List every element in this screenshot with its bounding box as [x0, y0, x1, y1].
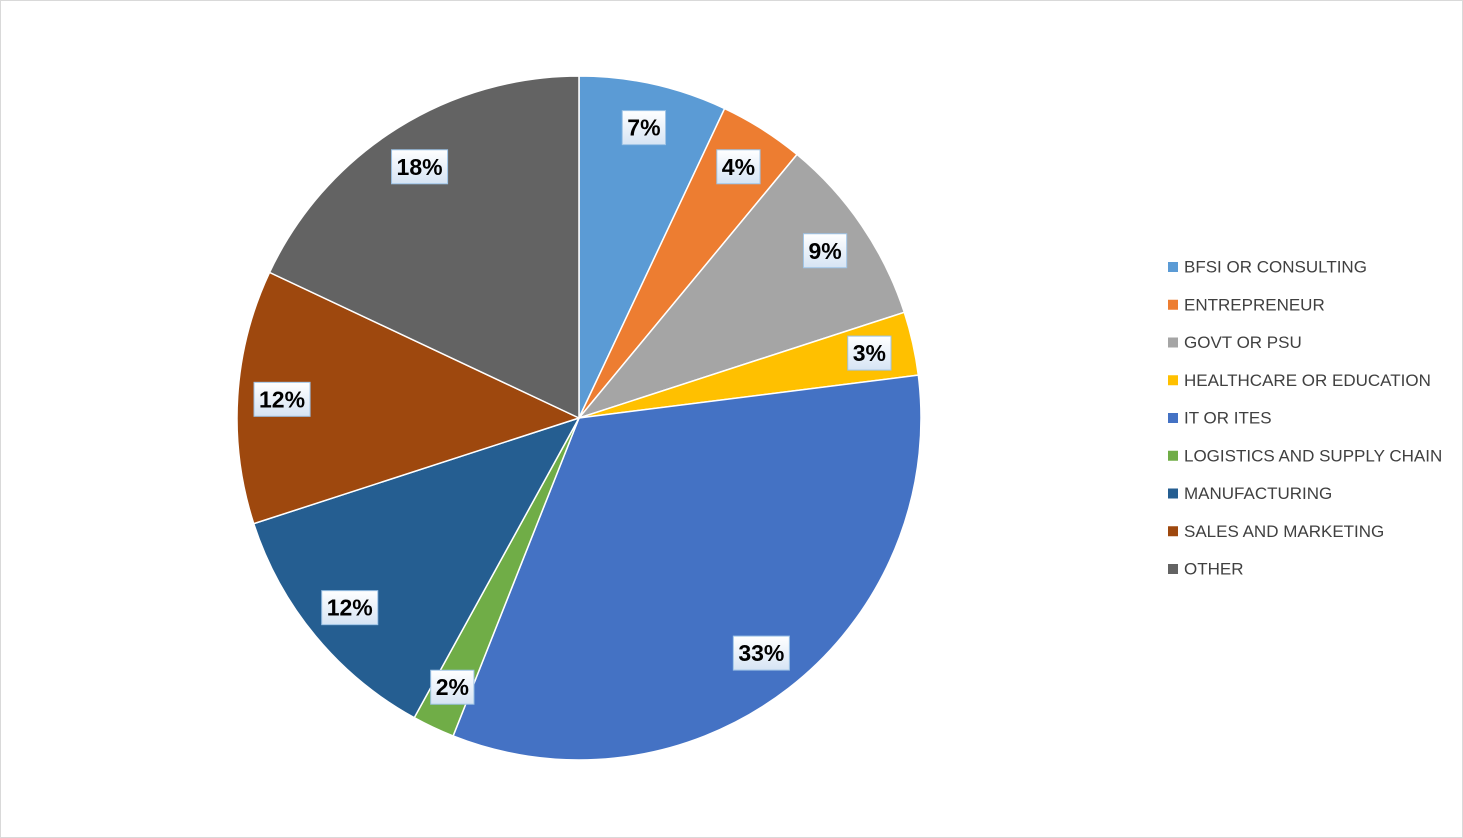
- data-label-box: [802, 233, 848, 269]
- legend-label: IT OR ITES: [1184, 409, 1272, 428]
- pie-slice: [252, 416, 581, 719]
- legend-swatch: [1168, 299, 1178, 310]
- data-label-box: [621, 110, 667, 146]
- legend-label: LOGISTICS AND SUPPLY CHAIN: [1184, 446, 1442, 465]
- data-label: 33%: [732, 635, 790, 671]
- data-label-text: 9%: [808, 238, 841, 264]
- data-label-text: 2%: [436, 674, 469, 700]
- legend-label: BFSI OR CONSULTING: [1184, 258, 1367, 277]
- legend-label: HEALTHCARE OR EDUCATION: [1184, 371, 1431, 390]
- data-label-box: [430, 669, 475, 705]
- data-label: 12%: [321, 590, 379, 626]
- legend-label: ENTREPRENEUR: [1184, 295, 1325, 314]
- legend-swatch: [1168, 564, 1178, 574]
- data-label-text: 4%: [722, 154, 755, 180]
- pie-slice: [576, 153, 906, 420]
- pie-slice: [452, 374, 922, 761]
- legend-swatch: [1168, 337, 1178, 348]
- data-label: 4%: [716, 149, 761, 185]
- data-label: 2%: [430, 669, 475, 705]
- data-label: 7%: [621, 110, 667, 146]
- data-label-box: [716, 149, 761, 185]
- data-label-box: [847, 335, 892, 371]
- data-label-box: [321, 590, 379, 626]
- data-label-text: 12%: [327, 595, 373, 621]
- pie-slice: [578, 75, 726, 419]
- legend-label: SALES AND MARKETING: [1184, 522, 1384, 541]
- legend-label: MANUFACTURING: [1184, 484, 1332, 503]
- pie-slice: [268, 75, 580, 420]
- data-label: 12%: [253, 381, 311, 417]
- pie-slice: [236, 271, 582, 525]
- data-label-text: 7%: [627, 115, 660, 141]
- data-label-text: 12%: [259, 386, 305, 412]
- data-label-box: [732, 635, 790, 671]
- legend-swatch: [1168, 526, 1178, 537]
- legend-swatch: [1168, 262, 1178, 272]
- data-label-text: 33%: [738, 640, 784, 666]
- legend-label: OTHER: [1184, 560, 1244, 579]
- data-label: 9%: [802, 233, 848, 269]
- data-label: 18%: [391, 149, 449, 185]
- data-label-box: [391, 149, 449, 185]
- legend-swatch: [1168, 413, 1178, 423]
- data-label-text: 18%: [397, 154, 443, 180]
- data-label-text: 3%: [853, 340, 886, 366]
- legend-label: GOVT OR PSU: [1184, 333, 1302, 352]
- legend-swatch: [1168, 375, 1178, 386]
- legend-swatch: [1168, 450, 1178, 461]
- data-label: 3%: [847, 335, 892, 371]
- data-label-box: [253, 381, 311, 417]
- legend-swatch: [1168, 488, 1178, 499]
